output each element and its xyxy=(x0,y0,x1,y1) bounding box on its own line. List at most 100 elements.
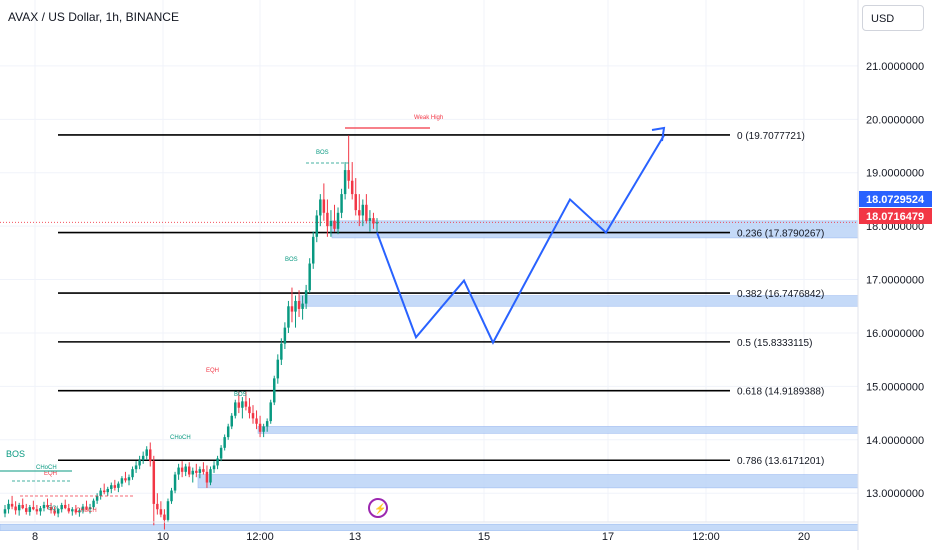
projection-path xyxy=(376,134,665,345)
smc-annotation: BOS xyxy=(285,257,298,263)
event-icon xyxy=(368,498,388,518)
candle-body xyxy=(195,470,198,473)
candle-body xyxy=(42,504,46,509)
candle-body xyxy=(365,204,368,221)
projection-arrow-head xyxy=(651,126,666,142)
candle-body xyxy=(7,503,10,510)
candle-body xyxy=(102,490,106,493)
fib-level-label: 0.236 (17.8790267) xyxy=(737,229,824,240)
candle-body xyxy=(294,300,297,312)
candle-body xyxy=(138,460,141,466)
smc-annotation: BOS xyxy=(234,392,247,398)
candle-body xyxy=(191,470,195,475)
candle-body xyxy=(95,495,99,501)
smc-annotation: CHoCH xyxy=(76,508,97,514)
y-tick-label: 13.0000000 xyxy=(866,488,924,500)
candle-body xyxy=(120,478,124,484)
candle-body xyxy=(255,418,258,424)
smc-annotation: CHoCH xyxy=(170,435,191,441)
candle-body xyxy=(276,359,280,379)
candle-body xyxy=(56,509,60,514)
candle-body xyxy=(78,510,81,513)
candle-body xyxy=(131,469,134,478)
candle-body xyxy=(17,504,21,511)
x-tick-label: 12:00 xyxy=(692,531,720,543)
candle-body xyxy=(205,471,209,483)
candle-body xyxy=(265,421,269,427)
candle-body xyxy=(81,506,85,511)
smc-annotation: EQL xyxy=(48,506,61,512)
y-tick-label: 20.0000000 xyxy=(866,114,924,126)
candle-body xyxy=(124,478,127,481)
candle-body xyxy=(347,170,350,181)
candle-body xyxy=(258,423,262,432)
candle-body xyxy=(35,509,39,512)
candle-body xyxy=(85,506,88,510)
candle-body xyxy=(92,500,95,508)
candle-body xyxy=(152,461,156,504)
candle-body xyxy=(113,485,117,488)
candle-body xyxy=(134,465,138,470)
candle-body xyxy=(237,402,241,408)
candle-body xyxy=(354,194,357,211)
candle-body xyxy=(67,508,71,512)
candle-body xyxy=(319,199,322,216)
y-tick-label: 15.0000000 xyxy=(866,381,924,393)
candle-body xyxy=(273,378,276,403)
y-tick-label: 17.0000000 xyxy=(866,275,924,287)
candle-body xyxy=(14,506,17,511)
candle-body xyxy=(251,413,255,419)
currency-selector[interactable]: USD xyxy=(862,5,924,31)
fib-level-label: 0.5 (15.8333115) xyxy=(737,338,812,349)
candle-body xyxy=(173,474,177,491)
candle-body xyxy=(333,220,336,229)
x-tick-label: 17 xyxy=(602,531,614,543)
candle-body xyxy=(156,503,159,510)
candle-body xyxy=(223,437,226,448)
x-tick-label: 20 xyxy=(798,531,810,543)
candle-body xyxy=(269,402,272,422)
price-badge-label: 18.0729524 xyxy=(866,194,925,206)
candle-body xyxy=(315,215,319,237)
candle-body xyxy=(230,415,233,427)
candle-body xyxy=(166,501,170,520)
candle-body xyxy=(25,508,28,512)
lightning-icon: ⚡ xyxy=(374,502,386,515)
fib-level-label: 0.618 (14.9189388) xyxy=(737,387,824,398)
candle-body xyxy=(311,236,315,264)
candle-body xyxy=(202,469,205,472)
candle-body xyxy=(301,303,304,309)
candle-body xyxy=(368,218,372,221)
candle-body xyxy=(159,509,163,515)
candle-body xyxy=(127,477,131,481)
candle-body xyxy=(297,300,301,309)
candle-body xyxy=(198,469,202,473)
y-tick-label: 18.0000000 xyxy=(866,221,924,233)
x-tick-label: 10 xyxy=(157,531,169,543)
candle-body xyxy=(336,212,340,229)
candle-body xyxy=(241,401,244,408)
candle-body xyxy=(21,504,24,509)
candle-body xyxy=(308,263,311,291)
fib-level-label: 0.382 (16.7476842) xyxy=(737,289,824,300)
candle-body xyxy=(209,469,212,483)
candle-body xyxy=(322,199,326,213)
candle-body xyxy=(39,508,42,512)
candle-body xyxy=(71,509,74,512)
candle-body xyxy=(10,503,14,507)
candle-body xyxy=(248,406,251,414)
fib-level-label: 0 (19.7077721) xyxy=(737,131,805,142)
candle-body xyxy=(361,204,365,216)
candle-body xyxy=(375,222,379,224)
x-tick-label: 8 xyxy=(32,531,38,543)
chart-title: AVAX / US Dollar, 1h, BINANCE xyxy=(8,10,179,24)
smc-annotation: EQH xyxy=(206,368,219,374)
candle-body xyxy=(28,507,32,512)
candle-body xyxy=(117,483,120,488)
price-badge-label: 18.0716479 xyxy=(866,211,924,223)
candle-body xyxy=(163,514,166,520)
candle-body xyxy=(49,507,53,511)
x-tick-label: 12:00 xyxy=(246,531,274,543)
